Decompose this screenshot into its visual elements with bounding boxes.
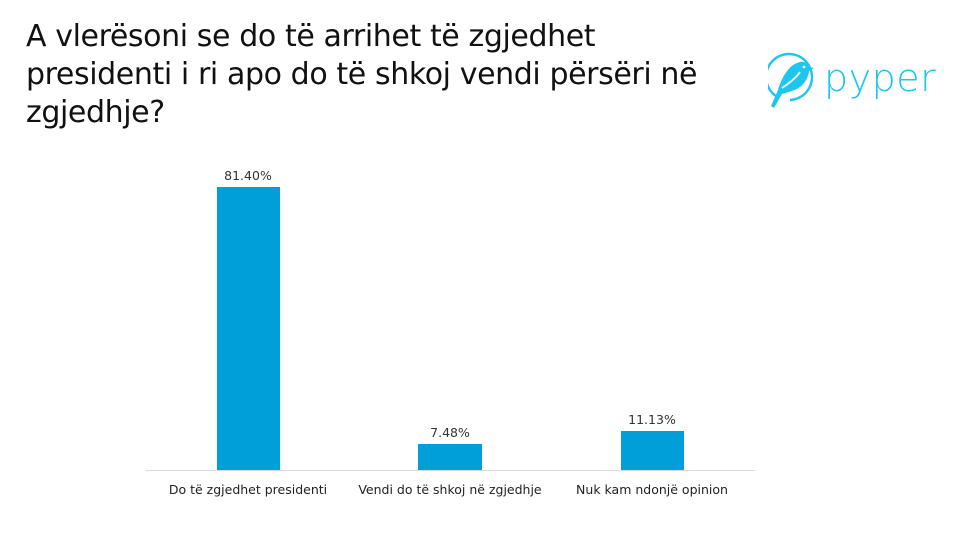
chart-title: A vlerësoni se do të arrihet të zgjedhet… bbox=[26, 19, 698, 130]
bar-nuk-kam-opinion bbox=[621, 431, 684, 470]
logo-text: pyper bbox=[824, 56, 937, 100]
bar-do-te-zgjedhet bbox=[217, 187, 280, 470]
bar-value-label: 11.13% bbox=[628, 412, 676, 427]
category-label: Nuk kam ndonjë opinion bbox=[576, 482, 728, 497]
bar-vendi-zgjedhje bbox=[418, 444, 482, 470]
category-label: Vendi do të shkoj në zgjedhje bbox=[358, 482, 542, 497]
pyper-logo: pyper bbox=[764, 48, 937, 114]
x-axis-line bbox=[146, 470, 755, 471]
bar-value-label: 7.48% bbox=[430, 425, 470, 440]
category-label: Do të zgjedhet presidenti bbox=[168, 482, 328, 497]
bar-value-label: 81.40% bbox=[224, 168, 272, 183]
